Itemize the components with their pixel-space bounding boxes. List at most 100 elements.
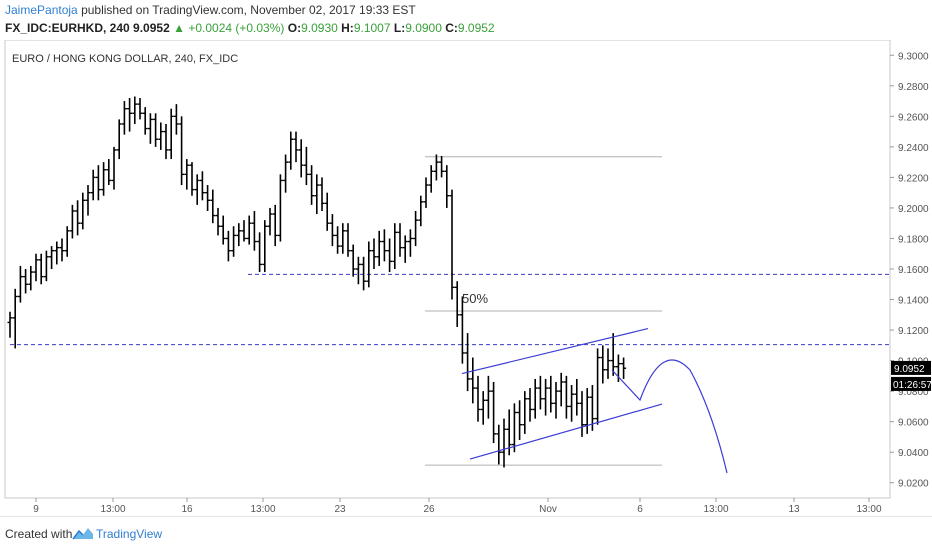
ohlc-bar (309, 165, 315, 205)
low-label: L: (393, 21, 406, 35)
chart-area[interactable]: EURO / HONG KONG DOLLAR, 240, FX_IDC 9.3… (0, 39, 932, 515)
ohlc-bar (563, 375, 569, 419)
ohlc-bar (595, 348, 601, 425)
countdown-box (891, 376, 931, 391)
ohlc-bar (569, 385, 575, 422)
fib-50-label: 50% (462, 291, 488, 306)
footer: Created with TradingView (0, 516, 932, 551)
ohlc-bar (433, 154, 439, 181)
ohlc-bar (428, 165, 434, 193)
time-tick-label-5: 26 (423, 504, 435, 515)
ohlc-bar (111, 146, 117, 190)
ohlc-bar (38, 253, 44, 285)
ohlc-bar (153, 113, 159, 147)
open-label: O: (287, 21, 302, 35)
publish-info: published on TradingView.com, November 0… (81, 3, 416, 17)
ohlc-bar (246, 215, 252, 245)
ohlc-bar (553, 381, 559, 419)
ohlc-bar (350, 244, 356, 277)
price-tick-label-4: 9.2200 (898, 173, 929, 184)
ohlc-bar (101, 162, 107, 196)
ohlc-bar (537, 375, 543, 410)
ohlc-bar (236, 223, 242, 247)
publish-header: JaimePantoja published on TradingView.co… (0, 0, 932, 40)
ohlc-bar (272, 204, 278, 247)
time-tick-label-10: 13:00 (856, 504, 881, 515)
time-tick-label-6: Nov (539, 504, 557, 515)
publish-line: JaimePantoja published on TradingView.co… (5, 3, 416, 17)
ohlc-bar (231, 226, 237, 257)
ohlc-bar (355, 256, 361, 285)
ohlc-bar (28, 265, 34, 291)
ohlc-bar (532, 378, 538, 419)
price-tick-label-14: 9.0200 (898, 479, 929, 490)
last-price-box (891, 360, 931, 375)
ohlc-bar (366, 241, 372, 288)
ohlc-bar (220, 215, 226, 245)
ohlc-bar (225, 230, 231, 262)
price-axis[interactable]: 9.3000 9.2800 9.2600 9.2400 9.2200 9.2000 9.18… (890, 51, 929, 490)
time-axis[interactable]: 9 13:00 16 13:00 23 26 Nov 6 13:00 13 13:00 (33, 498, 882, 515)
price-tick-label-13: 9.0400 (898, 448, 929, 459)
ohlc-bar (574, 378, 580, 416)
tradingview-logo-icon[interactable] (72, 525, 94, 541)
ohlc-bar (480, 391, 486, 425)
ohlc-bar (90, 169, 96, 201)
ohlc-bar (251, 210, 257, 251)
ohlc-bar (17, 265, 23, 303)
time-tick-label-7: 6 (637, 504, 643, 515)
ohlc-bar (142, 107, 148, 135)
ohlc-bar (449, 189, 455, 300)
ohlc-bar (548, 375, 554, 413)
ohlc-bar (262, 220, 268, 273)
channel-lower-line (469, 403, 663, 460)
ohlc-bar (59, 238, 65, 262)
ohlc-bar (501, 418, 507, 468)
ohlc-bar (33, 253, 39, 282)
price-tick-label-8: 9.1400 (898, 296, 929, 307)
ohlc-bar (579, 391, 585, 437)
ohlc-bar (127, 98, 133, 132)
ohlc-bar (69, 204, 75, 239)
countdown-label: 01:26:57 (893, 380, 932, 391)
ohlc-bar (210, 189, 216, 224)
time-tick-label-4: 23 (334, 504, 346, 515)
ohlc-bar (168, 108, 174, 160)
symbol-label: FX_IDC:EURHKD, 240 (5, 21, 130, 35)
high-value: 9.1007 (353, 21, 391, 35)
author-link[interactable]: JaimePantoja (5, 3, 78, 17)
ohlc-bar (335, 226, 341, 254)
ohlc-bar (12, 288, 18, 349)
drawings (461, 327, 728, 474)
quote-line: FX_IDC:EURHKD, 240 9.0952 ▲ +0.0024 (+0.… (5, 21, 495, 35)
ohlc-bar (314, 174, 320, 215)
ohlc-bar (397, 223, 403, 257)
ohlc-bar (371, 238, 377, 269)
time-tick-label-3: 13:00 (250, 504, 275, 515)
ohlc-bar (376, 230, 382, 266)
close-value: 9.0952 (457, 21, 495, 35)
ohlc-bar (23, 269, 29, 294)
ohlc-bar (558, 372, 564, 407)
ohlc-bar (80, 192, 86, 230)
last-price-label: 9.0952 (894, 364, 925, 375)
price-tick-label-11: 9.0800 (898, 387, 929, 398)
price-tick-label-0: 9.3000 (898, 51, 929, 62)
tradingview-brand-link[interactable]: TradingView (96, 527, 163, 541)
ohlc-bar (491, 381, 497, 444)
time-tick-label-9: 13 (788, 504, 800, 515)
ohlc-bar (470, 357, 476, 404)
ohlc-bar (137, 98, 143, 120)
ohlc-bar (179, 116, 185, 186)
ohlc-bar (106, 159, 112, 186)
ohlc-bar (459, 296, 465, 364)
ohlc-bar (418, 195, 424, 227)
ohlc-bar (298, 139, 304, 178)
ohlc-bar (423, 177, 429, 208)
ohlc-bar (241, 220, 247, 242)
ohlc-bar (163, 123, 169, 160)
ohlc-chart[interactable]: EURO / HONG KONG DOLLAR, 240, FX_IDC 9.3… (0, 39, 932, 515)
last-price: 9.0952 (133, 21, 170, 35)
ohlc-bar (116, 119, 122, 160)
ohlc-bar (329, 214, 335, 247)
